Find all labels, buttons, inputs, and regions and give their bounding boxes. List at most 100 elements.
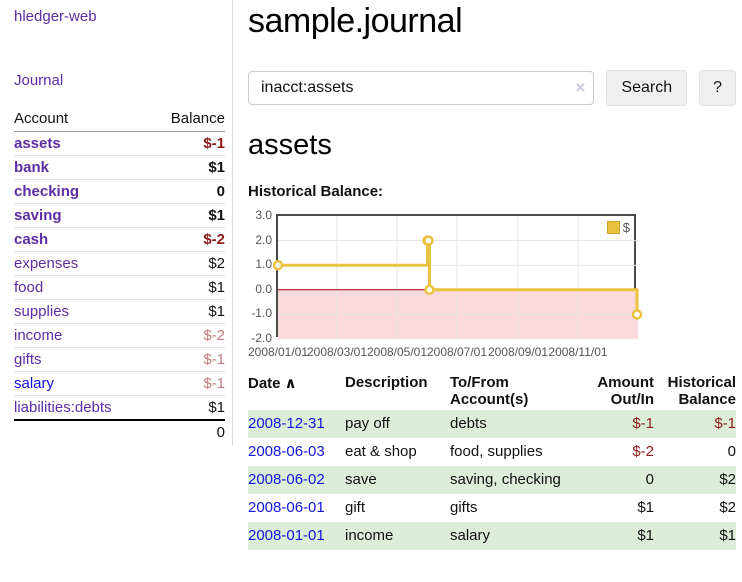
balance-column-header: Balance bbox=[149, 107, 225, 132]
date-header-label: Date bbox=[248, 375, 281, 392]
account-row: saving $1 bbox=[14, 203, 225, 228]
account-row: liabilities:debts $1 bbox=[14, 395, 225, 420]
transaction-row: 2008-06-03 eat & shop food, supplies $-2… bbox=[248, 438, 736, 466]
account-row: gifts $-1 bbox=[14, 347, 225, 372]
transaction-amount: $1 bbox=[637, 499, 654, 516]
transaction-date-link[interactable]: 2008-01-01 bbox=[248, 527, 325, 544]
y-tick-label: 0.0 bbox=[255, 281, 272, 296]
y-tick-label: 2.0 bbox=[255, 232, 272, 247]
account-balance: $-1 bbox=[149, 131, 225, 156]
search-form: × Search ? bbox=[248, 70, 736, 106]
account-row: assets $-1 bbox=[14, 131, 225, 156]
data-point-marker bbox=[423, 235, 434, 246]
date-column-header: Date ∧ bbox=[248, 372, 345, 410]
transaction-accounts: debts bbox=[450, 415, 487, 432]
account-balance: $-1 bbox=[149, 347, 225, 372]
account-balance: $-1 bbox=[149, 371, 225, 396]
transaction-row: 2008-12-31 pay off debts $-1 $-1 bbox=[248, 410, 736, 438]
account-balance: 0 bbox=[149, 179, 225, 204]
x-axis: 2008/01/01 2008/03/01 2008/05/01 2008/07/01… bbox=[248, 345, 638, 360]
transaction-balance: $-1 bbox=[714, 415, 736, 432]
transaction-accounts: saving, checking bbox=[450, 471, 561, 488]
transaction-description: income bbox=[345, 527, 394, 544]
account-link-assets[interactable]: assets bbox=[14, 134, 61, 152]
app-brand-link[interactable]: hledger-web bbox=[14, 8, 97, 25]
x-tick-label: 2008/09/01 bbox=[487, 345, 549, 359]
transaction-row: 2008-06-01 gift gifts $1 $2 bbox=[248, 494, 736, 522]
account-link-gifts[interactable]: gifts bbox=[14, 350, 42, 368]
sort-ascending-icon: ∧ bbox=[284, 375, 297, 392]
account-balance: $2 bbox=[149, 251, 225, 276]
account-link-income[interactable]: income bbox=[14, 326, 63, 344]
search-button[interactable]: Search bbox=[606, 70, 688, 106]
sidebar: hledger-web Journal Account Balance asse… bbox=[0, 0, 233, 446]
account-row: bank $1 bbox=[14, 155, 225, 180]
transaction-accounts: gifts bbox=[450, 499, 478, 516]
main-content: sample.journal × Search ? assets Histori… bbox=[248, 0, 736, 550]
y-tick-label: -2.0 bbox=[251, 331, 272, 345]
legend-series-swatch-icon bbox=[606, 221, 620, 234]
accounts-total-value: 0 bbox=[149, 418, 225, 444]
transaction-row: 2008-01-01 income salary $1 $1 bbox=[248, 522, 736, 550]
account-balance: $1 bbox=[149, 203, 225, 228]
account-link-supplies[interactable]: supplies bbox=[14, 302, 70, 320]
transaction-date-link[interactable]: 2008-06-01 bbox=[248, 499, 325, 516]
description-column-header: Description bbox=[345, 374, 428, 391]
account-link-food[interactable]: food bbox=[14, 278, 44, 296]
account-balance: $-2 bbox=[149, 227, 225, 252]
x-tick-label: 2008/11/01 bbox=[548, 345, 608, 359]
x-tick-label: 2008/07/01 bbox=[426, 345, 488, 359]
transaction-balance: 0 bbox=[727, 443, 736, 460]
transaction-amount: $-2 bbox=[632, 443, 654, 460]
register-table: Date ∧ Description To/From Account(s) Amo… bbox=[248, 372, 736, 550]
register-header-row: Date ∧ Description To/From Account(s) Amo… bbox=[248, 372, 736, 410]
chart-canvas bbox=[272, 216, 643, 339]
sidebar-item-journal[interactable]: Journal bbox=[14, 72, 64, 89]
account-link-checking[interactable]: checking bbox=[14, 182, 80, 200]
y-tick-label: 3.0 bbox=[255, 208, 272, 222]
account-link-salary[interactable]: salary bbox=[14, 374, 55, 392]
transaction-date-link[interactable]: 2008-06-02 bbox=[248, 471, 325, 488]
account-row: cash $-2 bbox=[14, 227, 225, 252]
transaction-date-link[interactable]: 2008-06-03 bbox=[248, 443, 325, 460]
transaction-balance: $2 bbox=[719, 471, 736, 488]
account-link-cash[interactable]: cash bbox=[14, 230, 49, 248]
transaction-description: gift bbox=[345, 499, 366, 516]
account-heading: assets bbox=[248, 129, 332, 161]
account-row: checking 0 bbox=[14, 179, 225, 204]
transaction-date-link[interactable]: 2008-12-31 bbox=[248, 415, 325, 432]
transaction-row: 2008-06-02 save saving, checking 0 $2 bbox=[248, 466, 736, 494]
transaction-description: save bbox=[345, 471, 377, 488]
account-row: supplies $1 bbox=[14, 299, 225, 324]
clear-search-icon[interactable]: × bbox=[575, 78, 586, 97]
search-input[interactable] bbox=[248, 71, 595, 105]
amount-column-header: Amount Out/In bbox=[597, 374, 654, 408]
legend-series-label: $ bbox=[622, 220, 630, 235]
chart-plot-area: $ bbox=[272, 214, 643, 339]
data-point-marker bbox=[631, 309, 643, 320]
account-balance: $1 bbox=[149, 299, 225, 324]
chart-title: Historical Balance: bbox=[248, 183, 384, 200]
help-button[interactable]: ? bbox=[699, 70, 736, 106]
transaction-balance: $1 bbox=[719, 527, 736, 544]
account-balance: $1 bbox=[149, 155, 225, 180]
transaction-balance: $2 bbox=[719, 499, 736, 516]
account-link-bank[interactable]: bank bbox=[14, 158, 50, 176]
transaction-amount: $1 bbox=[637, 527, 654, 544]
transaction-description: pay off bbox=[345, 415, 390, 432]
transaction-amount: $-1 bbox=[632, 415, 654, 432]
page-title: sample.journal bbox=[248, 2, 463, 40]
accounts-column-header: Account bbox=[14, 107, 150, 132]
y-tick-label: -1.0 bbox=[251, 306, 272, 321]
account-link-saving[interactable]: saving bbox=[14, 206, 62, 224]
y-tick-label: 1.0 bbox=[255, 257, 272, 272]
account-link-liabilities-debts[interactable]: liabilities:debts bbox=[14, 398, 112, 416]
account-row: expenses $2 bbox=[14, 251, 225, 276]
account-link-expenses[interactable]: expenses bbox=[14, 254, 79, 272]
account-row: salary $-1 bbox=[14, 371, 225, 396]
transaction-description: eat & shop bbox=[345, 443, 417, 460]
data-point-marker bbox=[424, 284, 435, 296]
accounts-total-row: 0 bbox=[14, 418, 225, 444]
transaction-accounts: food, supplies bbox=[450, 443, 543, 460]
account-row: income $-2 bbox=[14, 323, 225, 348]
